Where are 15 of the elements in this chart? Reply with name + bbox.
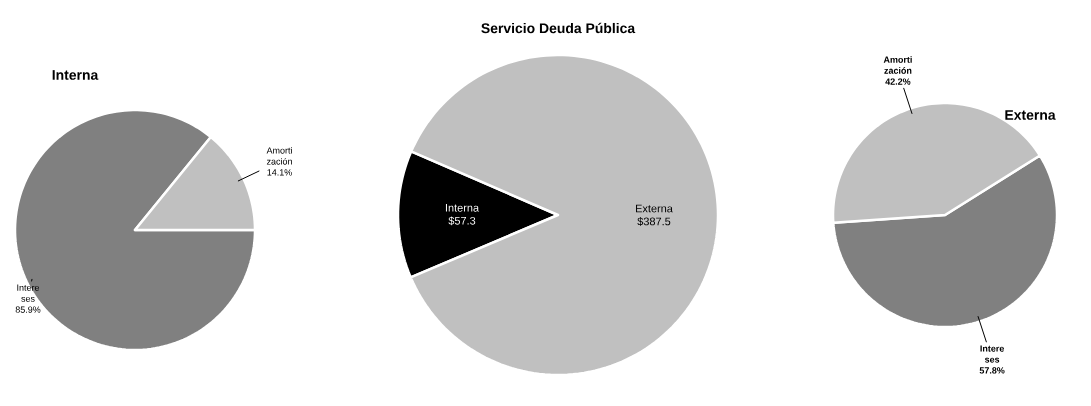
- data-label: 85.9%: [15, 306, 41, 313]
- slice-label: Amorti zación: [266, 147, 292, 165]
- chart-title: Interna: [52, 70, 99, 80]
- slice-label: Intere ses: [980, 345, 1004, 363]
- slice-label: Interna: [445, 204, 480, 212]
- data-label: $57.3: [448, 216, 476, 226]
- data-label: 42.2%: [885, 78, 911, 85]
- slice-label: Amorti zación: [883, 56, 912, 74]
- slice-label: Externa: [636, 204, 673, 213]
- chart-title: Servicio Deuda Pública: [481, 22, 636, 34]
- data-label: $387.5: [637, 217, 671, 226]
- slice-label: Intere ses: [17, 284, 40, 302]
- data-label: 14.1%: [267, 169, 292, 176]
- text: Externa: [1005, 110, 1056, 120]
- data-label: 57.8%: [979, 367, 1005, 374]
